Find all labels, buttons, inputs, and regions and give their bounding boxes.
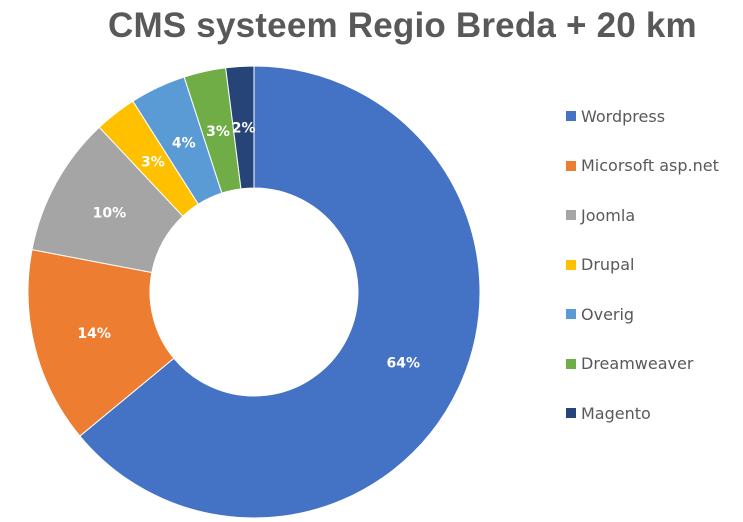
slice-label: 2%	[232, 120, 256, 136]
legend: Wordpress Micorsoft asp.net Joomla Drupa…	[566, 104, 719, 451]
legend-swatch	[566, 408, 576, 418]
legend-label: Overig	[581, 304, 635, 324]
legend-label: Magento	[581, 403, 651, 423]
legend-label: Wordpress	[581, 106, 666, 126]
slice-label: 3%	[141, 155, 165, 171]
legend-label: Micorsoft asp.net	[581, 156, 719, 175]
legend-item-joomla: Joomla	[566, 203, 719, 227]
slice-magento	[225, 65, 255, 190]
legend-swatch	[566, 309, 576, 319]
legend-item-magento: Magento	[566, 401, 719, 425]
legend-swatch	[566, 259, 576, 270]
donut-slices	[27, 65, 481, 519]
slice-label: 4%	[172, 136, 196, 152]
legend-swatch	[566, 358, 576, 369]
slice-micorsoft-asp-net	[27, 249, 175, 437]
slice-labels: 64%14%10%3%4%3% 2%	[77, 120, 420, 371]
legend-swatch	[566, 160, 576, 171]
legend-swatch	[566, 210, 576, 220]
legend-swatch	[566, 111, 576, 121]
slice-label: 3%	[206, 124, 230, 140]
legend-label: Drupal	[581, 255, 635, 274]
legend-item-overig: Overig	[566, 302, 719, 326]
slice-wordpress	[79, 65, 481, 519]
slice-label: 14%	[77, 326, 111, 342]
legend-item-drupal: Drupal	[566, 253, 719, 277]
legend-item-dreamweaver: Dreamweaver	[566, 352, 719, 376]
chart-title: CMS systeem Regio Breda + 20 km	[108, 6, 697, 45]
slice-label: 10%	[93, 206, 127, 222]
legend-label: Dreamweaver	[581, 354, 694, 373]
slice-label: 64%	[387, 355, 421, 371]
legend-item-wordpress: Wordpress	[566, 104, 719, 128]
legend-label: Joomla	[581, 205, 636, 225]
legend-item-asp-net: Micorsoft asp.net	[566, 154, 719, 178]
